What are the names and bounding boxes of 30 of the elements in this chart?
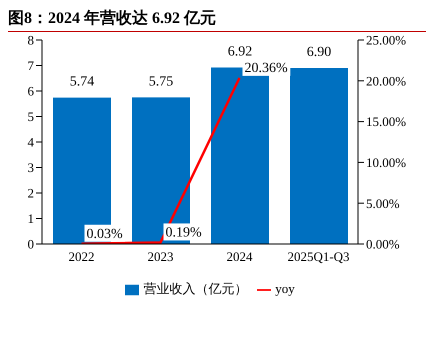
y2-tick-label: 0.00% bbox=[366, 236, 400, 252]
y-tick-label: 4 bbox=[28, 134, 34, 150]
y-tick-label: 7 bbox=[28, 58, 34, 74]
chart-title: 图8：2024 年营收达 6.92 亿元 bbox=[8, 8, 426, 32]
y-tick-label: 6 bbox=[28, 84, 34, 99]
x-tick-label: 2024 bbox=[226, 249, 253, 264]
y-tick-label: 2 bbox=[28, 186, 34, 201]
y2-tick-label: 25.00% bbox=[366, 32, 406, 48]
data-label: 5.75 bbox=[148, 74, 174, 90]
data-label: 6.92 bbox=[228, 44, 252, 60]
legend-label: yoy bbox=[275, 281, 295, 296]
y-tick-label: 3 bbox=[28, 160, 34, 176]
data-label: 6.90 bbox=[306, 45, 332, 60]
y-tick-label: 5 bbox=[28, 109, 34, 124]
x-tick-label: 2022 bbox=[68, 249, 94, 264]
data-label: 20.36% bbox=[244, 60, 288, 76]
data-label: 0.19% bbox=[166, 225, 202, 240]
legend-label: 营业收入（亿元） bbox=[143, 281, 248, 296]
data-label: 0.03% bbox=[86, 226, 123, 242]
x-tick-label: 2025Q1-Q3 bbox=[287, 249, 350, 264]
data-label: 5.74 bbox=[70, 74, 94, 90]
bar bbox=[290, 68, 348, 244]
y2-tick-label: 15.00% bbox=[366, 114, 406, 130]
y2-tick-label: 20.00% bbox=[366, 73, 406, 88]
x-tick-label: 2023 bbox=[148, 249, 174, 264]
y-tick-label: 1 bbox=[28, 211, 34, 226]
y-tick-label: 0 bbox=[28, 236, 34, 252]
y2-tick-label: 10.00% bbox=[366, 155, 406, 170]
y-tick-label: 8 bbox=[28, 32, 34, 48]
y2-tick-label: 5.00% bbox=[366, 196, 400, 211]
